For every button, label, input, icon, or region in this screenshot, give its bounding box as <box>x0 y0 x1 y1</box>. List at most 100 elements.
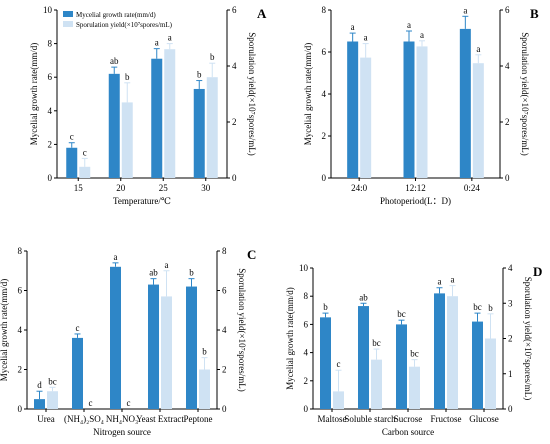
panel-c-left-tick-label: 6 <box>18 286 23 296</box>
legend-growth-label: Mycelial growth rate(mm/d) <box>76 11 156 19</box>
panel-a-right-tick-label: 2 <box>232 117 237 127</box>
panel-b-left-tick-label: 2 <box>322 131 327 141</box>
panel-a-growth-bar <box>151 58 163 178</box>
panel-d-left-tick-label: 8 <box>304 291 309 301</box>
panel-b-right-tick-label: 6 <box>505 5 510 15</box>
panel-a-growth-sig-letter: a <box>155 38 159 48</box>
panel-d-x-axis-label: Carbon source <box>382 427 434 437</box>
panel-a-left-tick-label: 6 <box>48 72 53 82</box>
panel-a-letter: A <box>257 6 267 21</box>
panel-c-spore-bar <box>199 369 210 409</box>
panel-c-spore-sig-letter: bc <box>48 376 57 386</box>
panel-b-spore-bar <box>416 46 428 179</box>
panel-c-right-tick-label: 6 <box>222 286 227 296</box>
panel-a-growth-bar <box>66 147 78 178</box>
panel-c-spore-sig-letter: b <box>202 347 207 357</box>
panel-c-spore-sig-letter: a <box>165 260 169 270</box>
panel-d-spore-sig-letter: bc <box>410 349 419 359</box>
panel-c-growth-sig-letter: ab <box>149 268 158 278</box>
panel-b-spore-sig-letter: a <box>364 33 368 43</box>
panel-b-growth-bar <box>403 41 415 178</box>
panel-d-left-tick-label: 0 <box>304 404 309 414</box>
panel-c-right-tick-label: 2 <box>222 365 227 375</box>
panel-a-right-tick-label: 6 <box>232 5 237 15</box>
panel-c-x-tick-label: Yeast Extract <box>136 414 184 424</box>
panel-c-growth-bar <box>148 284 159 409</box>
panel-b-left-tick-label: 0 <box>322 173 327 183</box>
panel-c-growth-bar <box>186 286 197 409</box>
panel-b-left-axis-label: Mycelial growth rate(mm/d) <box>303 43 313 145</box>
panel-d-left-tick-label: 2 <box>304 376 309 386</box>
panel-d-x-tick-label: Fructose <box>431 414 462 424</box>
legend-spore-label: Sporulation yield(×10⁷spores/mL) <box>76 21 173 29</box>
panel-d-letter: D <box>533 264 542 279</box>
panel-c-growth-bar <box>72 337 83 409</box>
panel-c-spore-sig-letter: c <box>127 398 131 408</box>
panel-d-right-tick-label: 0 <box>508 404 513 414</box>
panel-d-left-tick-label: 10 <box>299 263 309 273</box>
panel-a-x-tick-label: 15 <box>74 183 84 193</box>
panel-a-left-tick-label: 10 <box>43 5 53 15</box>
panel-c-x-tick-label: (NH₄)₂SO₄ <box>64 414 104 424</box>
panel-a-x-tick-label: 25 <box>159 183 169 193</box>
panel-a-x-tick-label: 20 <box>116 183 126 193</box>
panel-b-x-tick-label: 24:0 <box>351 183 368 193</box>
panel-d-left-tick-label: 4 <box>304 348 309 358</box>
panel-d-left-tick-label: 6 <box>304 319 309 329</box>
panel-b-x-tick-label: 0:24 <box>464 183 481 193</box>
panel-d-spore-bar <box>333 391 344 409</box>
panel-a-left-tick-label: 0 <box>48 173 53 183</box>
panel-b-growth-bar <box>347 41 359 178</box>
panel-d-spore-sig-letter: c <box>337 359 341 369</box>
panel-b-growth-sig-letter: a <box>407 20 411 30</box>
panel-a-growth-sig-letter: b <box>197 70 202 80</box>
panel-a-right-axis-label: Sporulation yield(×10⁷spores/mL) <box>247 32 257 155</box>
panel-a-spore-sig-letter: c <box>83 147 87 157</box>
panel-b-right-tick-label: 0 <box>505 173 510 183</box>
panel-a-x-tick-label: 30 <box>201 183 211 193</box>
panel-c-x-axis-label: Nitrogen source <box>93 427 151 437</box>
panel-d-growth-bar <box>396 324 407 409</box>
panel-d-right-axis-label: Sporulation yield(×10⁷spores/mL) <box>523 277 533 400</box>
panel-a-left-tick-label: 2 <box>48 139 53 149</box>
panel-c-left-tick-label: 2 <box>18 365 23 375</box>
panel-c-right-tick-label: 4 <box>222 325 227 335</box>
panel-d-spore-bar <box>371 359 382 409</box>
panel-b-right-tick-label: 4 <box>505 61 510 71</box>
panel-b-spore-sig-letter: a <box>476 44 480 54</box>
panel-c-right-tick-label: 0 <box>222 404 227 414</box>
panel-b-x-tick-label: 12:12 <box>405 183 426 193</box>
legend-growth-swatch <box>63 11 73 17</box>
panel-d-spore-bar <box>485 338 496 409</box>
panel-b-growth-sig-letter: a <box>351 22 355 32</box>
panel-c-right-tick-label: 8 <box>222 246 227 256</box>
panel-a-x-axis-label: Temperature/℃ <box>113 196 171 206</box>
panel-a-spore-sig-letter: b <box>210 52 215 62</box>
panel-c-growth-sig-letter: d <box>37 380 42 390</box>
panel-c-left-axis-label: Mycelial growth rate(mm/d) <box>0 279 9 381</box>
panel-d-right-tick-label: 2 <box>508 334 513 344</box>
panel-d-growth-sig-letter: a <box>438 277 442 287</box>
panel-d-growth-sig-letter: ab <box>359 292 368 302</box>
panel-c-spore-bar <box>47 391 58 409</box>
panel-b-x-axis-label: Photoperiod(L：D) <box>380 196 451 206</box>
panel-c-x-tick-label: Urea <box>37 414 55 424</box>
panel-d-growth-sig-letter: b <box>323 302 328 312</box>
panel-c-growth-sig-letter: b <box>189 268 194 278</box>
panel-d-left-axis-label: Mycelial growth rate(mm/d) <box>285 287 295 389</box>
panel-c-growth-bar <box>110 266 121 409</box>
panel-d-spore-sig-letter: b <box>488 303 493 313</box>
panel-d-right-tick-label: 3 <box>508 298 513 308</box>
panel-d-x-tick-label: Glucose <box>469 414 499 424</box>
panel-c-growth-bar <box>34 399 45 409</box>
panel-d-spore-bar <box>447 296 458 409</box>
panel-a-right-tick-label: 4 <box>232 61 237 71</box>
panel-d-x-tick-label: Sucrose <box>394 414 423 424</box>
panel-a-right-tick-label: 0 <box>232 173 237 183</box>
panel-a-growth-bar <box>108 73 120 178</box>
panel-b-growth-bar <box>459 28 471 179</box>
panel-c-letter: C <box>247 247 256 262</box>
panel-d-growth-bar <box>472 321 483 409</box>
panel-d-x-tick-label: Maltose <box>318 414 347 424</box>
